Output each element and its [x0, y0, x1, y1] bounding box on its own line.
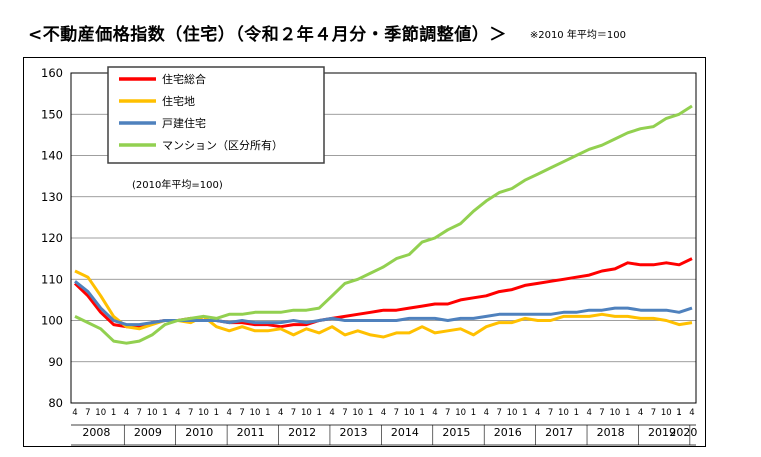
legend-label-total: 住宅総合 — [162, 72, 206, 86]
month-tick-label: 10 — [558, 408, 569, 418]
legend-label-land: 住宅地 — [162, 94, 195, 108]
y-tick-label: 80 — [48, 396, 63, 410]
y-tick-label: 150 — [41, 107, 63, 121]
month-tick-label: 1 — [419, 408, 424, 418]
y-axis: 80 90 100 110 120 130 140 150 160 — [41, 66, 63, 410]
month-tick-label: 7 — [599, 408, 604, 418]
month-tick-label: 4 — [124, 408, 129, 418]
y-tick-label: 120 — [41, 231, 63, 245]
year-label-2012: 2012 — [288, 426, 316, 439]
year-label-2020: 2020 — [669, 426, 697, 439]
month-tick-label: 4 — [329, 408, 334, 418]
base-year-note: ※2010 年平均＝100 — [529, 30, 626, 41]
y-tick-label: 110 — [41, 272, 63, 286]
month-tick-label: 1 — [574, 408, 579, 418]
y-tick-label: 90 — [48, 355, 63, 369]
year-label-2011: 2011 — [237, 426, 265, 439]
month-tick-label: 4 — [432, 408, 437, 418]
month-tick-label: 4 — [638, 408, 643, 418]
month-tick-label: 4 — [278, 408, 283, 418]
month-tick-label: 4 — [175, 408, 180, 418]
y-tick-label: 160 — [41, 66, 63, 80]
plot-area — [70, 72, 697, 404]
month-tick-label: 1 — [265, 408, 270, 418]
month-tick-label: 10 — [609, 408, 620, 418]
month-tick-label: 4 — [689, 408, 694, 418]
month-tick-label: 1 — [214, 408, 219, 418]
year-label-2016: 2016 — [494, 426, 522, 439]
year-label-2019: 2019 — [648, 426, 676, 439]
year-label-2009: 2009 — [134, 426, 162, 439]
chart-header: <不動産価格指数（住宅）（令和２年４月分・季節調整値）＞ ※2010 年平均＝1… — [28, 20, 626, 45]
month-tick-label: 10 — [352, 408, 363, 418]
month-tick-label: 10 — [404, 408, 415, 418]
month-tick-label: 1 — [625, 408, 630, 418]
month-tick-label: 7 — [394, 408, 399, 418]
month-tick-label: 4 — [381, 408, 386, 418]
month-tick-label: 10 — [95, 408, 106, 418]
month-tick-label: 1 — [111, 408, 116, 418]
month-tick-label: 4 — [227, 408, 232, 418]
legend-note: (2010年平均=100) — [132, 178, 223, 191]
month-tick-label: 10 — [507, 408, 518, 418]
chart-title: <不動産価格指数（住宅）（令和２年４月分・季節調整値）＞ — [28, 25, 507, 45]
legend-box — [107, 66, 325, 164]
legend-label-detached: 戸建住宅 — [162, 116, 206, 130]
year-label-2008: 2008 — [82, 426, 110, 439]
month-tick-label: 10 — [250, 408, 261, 418]
month-tick-label: 7 — [85, 408, 90, 418]
month-tick-label: 1 — [162, 408, 167, 418]
month-tick-label: 1 — [522, 408, 527, 418]
month-tick-label: 4 — [586, 408, 591, 418]
month-tick-label: 10 — [301, 408, 312, 418]
year-label-2017: 2017 — [545, 426, 573, 439]
y-tick-label: 130 — [41, 190, 63, 204]
month-tick-label: 1 — [471, 408, 476, 418]
series-line-condo — [74, 104, 693, 345]
year-label-2014: 2014 — [391, 426, 419, 439]
month-tick-label: 1 — [317, 408, 322, 418]
month-tick-label: 4 — [72, 408, 77, 418]
month-tick-label: 4 — [484, 408, 489, 418]
year-label-2018: 2018 — [597, 426, 625, 439]
month-tick-label: 1 — [676, 408, 681, 418]
series-line-total — [73, 257, 693, 329]
month-tick-label: 10 — [147, 408, 158, 418]
series-lines — [73, 104, 693, 345]
month-tick-label: 7 — [291, 408, 296, 418]
series-line-land — [74, 269, 693, 339]
month-tick-label: 7 — [188, 408, 193, 418]
y-tick-label: 140 — [41, 149, 63, 163]
series-line-detached — [74, 280, 693, 327]
month-tick-label: 1 — [676, 408, 681, 418]
month-tick-label: 7 — [137, 408, 142, 418]
legend-label-condo: マンション（区分所有） — [162, 138, 283, 152]
year-label-2015: 2015 — [442, 426, 470, 439]
y-tick-label: 100 — [41, 314, 63, 328]
month-tick-label: 7 — [496, 408, 501, 418]
month-tick-label: 7 — [651, 408, 656, 418]
month-tick-label: 7 — [342, 408, 347, 418]
month-tick-label: 7 — [445, 408, 450, 418]
month-tick-label: 10 — [455, 408, 466, 418]
month-tick-label: 1 — [368, 408, 373, 418]
month-tick-label: 4 — [535, 408, 540, 418]
month-tick-label: 7 — [548, 408, 553, 418]
year-label-2013: 2013 — [340, 426, 368, 439]
month-tick-label: 7 — [239, 408, 244, 418]
month-tick-label: 10 — [198, 408, 209, 418]
year-label-2010: 2010 — [185, 426, 213, 439]
month-tick-label: 10 — [661, 408, 672, 418]
chart-frame — [23, 57, 706, 447]
